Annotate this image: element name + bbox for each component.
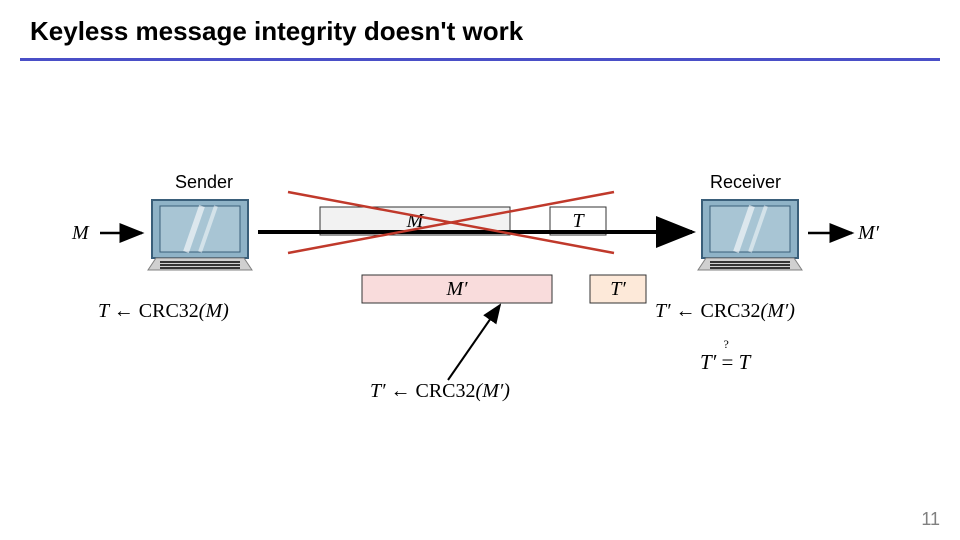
sender-label: Sender	[175, 172, 233, 193]
receiver-label: Receiver	[710, 172, 781, 193]
slide-title: Keyless message integrity doesn't work	[30, 16, 523, 47]
input-M: M	[72, 222, 89, 245]
sender-formula-text: T ← CRC32(M)	[98, 300, 229, 322]
intercept-cross-icon	[288, 192, 614, 253]
attacker-formula: T′ ← CRC32(M′)	[370, 380, 510, 403]
attacker-formula-text: T′ ← CRC32(M′)	[370, 380, 510, 402]
msg-M-text: M	[406, 210, 425, 232]
msg-box-M	[320, 207, 510, 235]
receiver-formula-text: T′ ← CRC32(M′)	[655, 300, 795, 322]
msg-box-Mprime	[362, 275, 552, 303]
check-formula-text: T′ =? T	[700, 350, 750, 374]
diagram-canvas: M T M′ T′	[0, 0, 960, 540]
receiver-laptop-icon	[698, 200, 802, 270]
page-number: 11	[921, 509, 940, 530]
msg-box-Tprime	[590, 275, 646, 303]
arrow-attacker-inject	[448, 305, 500, 380]
msg-T-text: T	[572, 210, 585, 232]
msg-Mprime-text: M′	[445, 278, 468, 300]
sender-laptop-icon	[148, 200, 252, 270]
title-underline	[20, 58, 940, 61]
sender-formula: T ← CRC32(M)	[98, 300, 229, 323]
output-Mprime: M′	[858, 222, 879, 245]
msg-box-T	[550, 207, 606, 235]
receiver-formula: T′ ← CRC32(M′)	[655, 300, 795, 323]
msg-Tprime-text: T′	[610, 278, 626, 300]
check-formula: T′ =? T	[700, 350, 750, 375]
